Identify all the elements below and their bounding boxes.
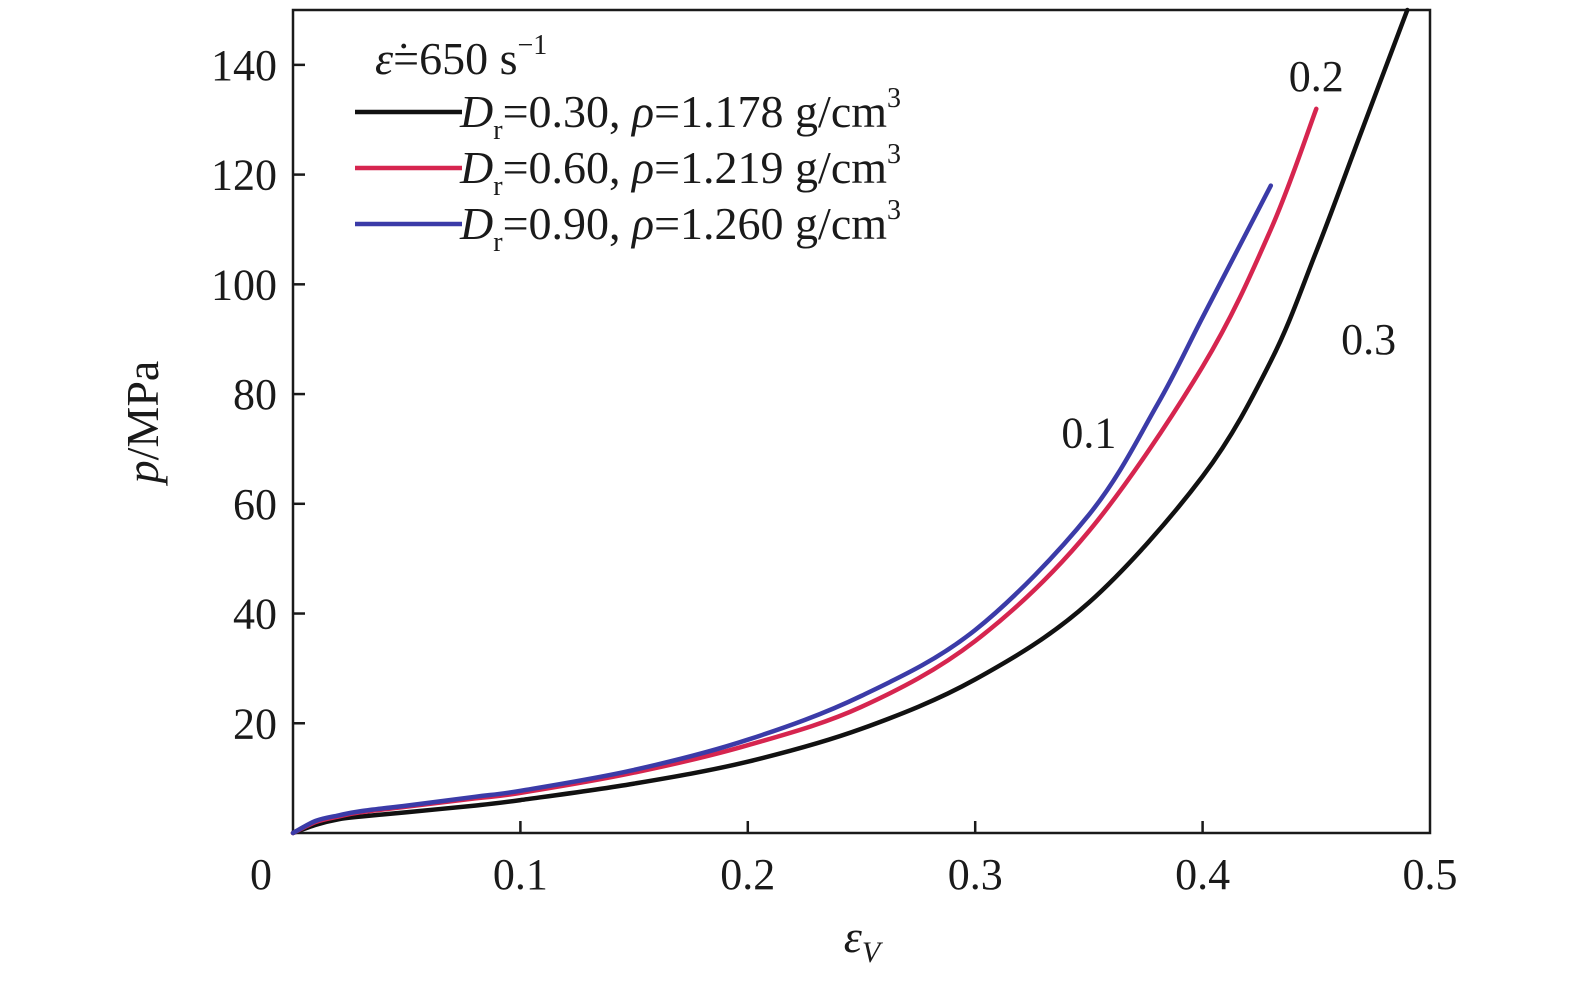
y-tick-label: 20 — [233, 699, 277, 748]
x-tick-label: 0.1 — [493, 850, 548, 899]
y-axis-unit: /MPa — [117, 361, 168, 461]
x-tick-label: 0.2 — [720, 850, 775, 899]
y-axis-symbol: p — [117, 460, 168, 486]
x-axis-symbol: ε — [844, 911, 863, 962]
x-tick-label: 0.4 — [1175, 850, 1230, 899]
plot-frame — [291, 8, 1432, 835]
y-axis-title: p/MPa — [117, 361, 168, 487]
y-ticks: 20 40 60 80 100 120 140 — [211, 41, 305, 748]
annotations: 0.1 0.2 0.3 — [1061, 52, 1396, 458]
annotation-2: 0.2 — [1289, 52, 1344, 101]
x-tick-label: 0 — [250, 850, 272, 899]
legend-label-2: Dr=0.60, ρ=1.219 g/cm3 — [459, 139, 901, 202]
legend-label-3: Dr=0.90, ρ=1.260 g/cm3 — [459, 195, 901, 258]
y-tick-label: 140 — [211, 41, 277, 90]
legend-header-text: =650 s — [393, 33, 517, 84]
series-lines — [290, 7, 1410, 836]
y-tick-label: 60 — [233, 480, 277, 529]
x-axis-title: εV — [844, 911, 884, 969]
legend: ε̇=650 s−1 Dr=0.30, ρ=1.178 g/cm3Dr=0.60… — [355, 30, 901, 258]
plot-area: 0 0.1 0.2 0.3 0.4 0.5 20 40 60 80 100 120 140 — [211, 7, 1458, 899]
x-ticks: 0 0.1 0.2 0.3 0.4 0.5 — [250, 821, 1458, 899]
y-tick-label: 100 — [211, 260, 277, 309]
x-axis-subscript: V — [862, 936, 884, 969]
annotation-1: 0.1 — [1061, 408, 1116, 457]
x-tick-label: 0.3 — [948, 850, 1003, 899]
legend-header: ε̇=650 s−1 — [375, 30, 547, 84]
annotation-3: 0.3 — [1341, 315, 1396, 364]
series-line-1 — [290, 7, 1410, 836]
y-tick-label: 120 — [211, 151, 277, 200]
y-tick-label: 80 — [233, 370, 277, 419]
legend-label-1: Dr=0.30, ρ=1.178 g/cm3 — [459, 83, 901, 146]
series-line-3 — [290, 183, 1274, 836]
legend-header-sup: −1 — [517, 30, 547, 61]
x-tick-label: 0.5 — [1403, 850, 1458, 899]
y-tick-label: 40 — [233, 590, 277, 639]
